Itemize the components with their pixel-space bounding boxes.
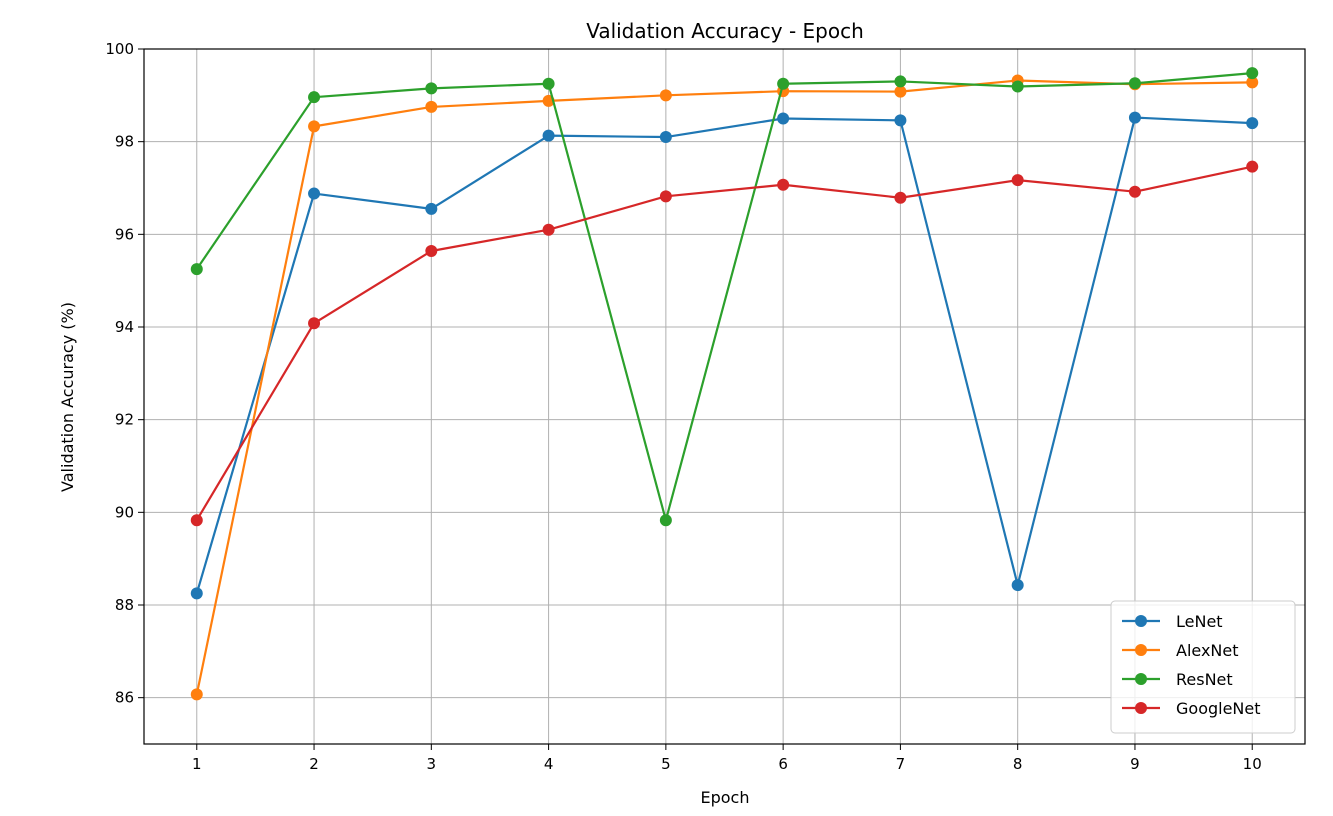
data-point (1128, 111, 1141, 124)
legend-label: GoogleNet (1176, 699, 1261, 718)
y-tick-label: 100 (105, 40, 134, 58)
series-line (195, 116, 1253, 594)
data-point (1011, 174, 1024, 187)
data-point (1246, 67, 1259, 80)
data-point (1246, 160, 1259, 173)
y-tick-label: 86 (115, 689, 134, 707)
data-point (1128, 185, 1141, 198)
data-point (542, 223, 555, 236)
y-tick-label: 92 (115, 411, 134, 429)
x-tick-label: 9 (1130, 755, 1140, 773)
x-tick-label: 4 (544, 755, 554, 773)
x-tick-label: 5 (661, 755, 671, 773)
y-axis-label: Validation Accuracy (%) (58, 302, 77, 492)
data-point (190, 688, 203, 701)
data-point (894, 191, 907, 204)
data-point (190, 514, 203, 527)
x-tick-label: 3 (427, 755, 437, 773)
data-point (659, 190, 672, 203)
data-point (659, 131, 672, 144)
series-lenet (190, 111, 1259, 600)
y-tick-label: 94 (115, 318, 134, 336)
chart-title: Validation Accuracy - Epoch (586, 19, 864, 43)
data-point (659, 89, 672, 102)
x-tick-label: 8 (1013, 755, 1023, 773)
data-point (425, 202, 438, 215)
legend-label: AlexNet (1176, 641, 1239, 660)
x-tick-label: 7 (896, 755, 906, 773)
data-point (1011, 80, 1024, 93)
data-point (894, 114, 907, 127)
series-resnet (190, 67, 1259, 527)
axis-ticks: 1 2 3 4 5 6 7 8 9 10 86 88 90 92 94 96 98 100 (105, 40, 1261, 773)
x-axis-label: Epoch (701, 788, 750, 807)
series-line (195, 71, 1253, 522)
legend-marker (1135, 673, 1147, 685)
legend-item: AlexNet (1122, 641, 1239, 660)
data-point (1246, 117, 1259, 130)
legend-marker (1135, 644, 1147, 656)
y-tick-label: 88 (115, 596, 134, 614)
data-point (190, 263, 203, 276)
y-tick-label: 98 (115, 133, 134, 151)
data-point (542, 77, 555, 90)
data-series (190, 67, 1259, 701)
data-point (894, 75, 907, 88)
data-point (308, 317, 321, 330)
data-point (308, 187, 321, 200)
legend: LeNet AlexNet ResNet GoogleNet (1110, 600, 1296, 734)
legend-box (1110, 600, 1296, 734)
data-point (308, 91, 321, 104)
data-point (1128, 77, 1141, 90)
data-point (190, 587, 203, 600)
data-point (425, 245, 438, 258)
data-point (308, 120, 321, 133)
data-point (542, 129, 555, 142)
legend-item: ResNet (1122, 670, 1233, 689)
legend-item: LeNet (1122, 612, 1223, 631)
x-tick-label: 10 (1243, 755, 1262, 773)
legend-marker (1135, 615, 1147, 627)
series-alexnet (190, 74, 1259, 701)
data-point (425, 100, 438, 113)
data-point (1011, 579, 1024, 592)
plot-area-frame (143, 48, 1306, 745)
data-point (894, 85, 907, 98)
data-point (777, 112, 790, 125)
x-tick-label: 1 (192, 755, 202, 773)
legend-item: GoogleNet (1122, 699, 1261, 718)
data-point (777, 77, 790, 90)
legend-marker (1135, 702, 1147, 714)
x-tick-label: 2 (309, 755, 319, 773)
series-googlenet (190, 160, 1259, 527)
x-tick-label: 6 (778, 755, 788, 773)
data-point (425, 82, 438, 95)
data-point (777, 178, 790, 191)
series-line (195, 79, 1253, 695)
data-point (659, 514, 672, 527)
y-tick-label: 96 (115, 225, 134, 243)
y-tick-label: 90 (115, 503, 134, 521)
legend-label: LeNet (1176, 612, 1223, 631)
data-point (1246, 76, 1259, 89)
series-line (195, 165, 1253, 521)
legend-label: ResNet (1176, 670, 1233, 689)
